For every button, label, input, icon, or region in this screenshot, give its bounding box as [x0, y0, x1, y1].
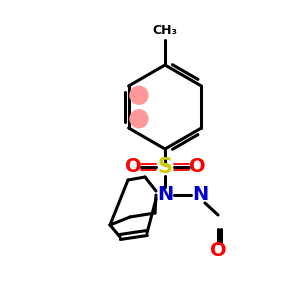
- Circle shape: [130, 110, 148, 128]
- Text: N: N: [192, 185, 208, 205]
- Text: N: N: [157, 185, 173, 205]
- Text: O: O: [210, 242, 226, 260]
- Text: S: S: [158, 157, 172, 177]
- Circle shape: [130, 86, 148, 104]
- Text: CH₃: CH₃: [152, 25, 178, 38]
- Text: O: O: [125, 158, 141, 176]
- Text: O: O: [189, 158, 205, 176]
